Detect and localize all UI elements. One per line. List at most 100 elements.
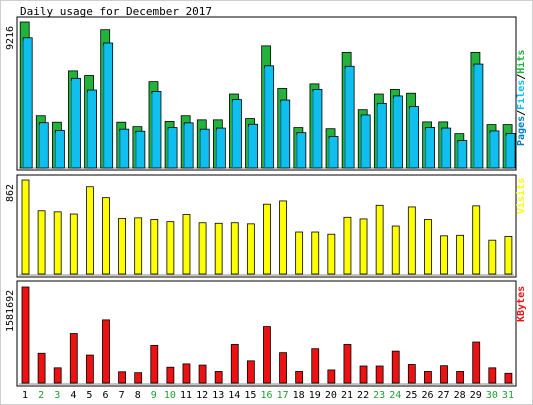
files-bar-day-12 <box>199 128 210 169</box>
day-label-23: 23 <box>373 390 385 401</box>
kbytes-bar-day-20 <box>327 369 336 384</box>
day-label-29: 29 <box>470 390 482 401</box>
visits-bar-day-11 <box>182 214 191 275</box>
legend-part-1: Pages <box>516 116 527 146</box>
kbytes-bar-day-24 <box>391 350 400 384</box>
visits-bar-day-28 <box>456 234 465 275</box>
visits-bar-day-20 <box>327 233 336 275</box>
files-bar-day-17 <box>280 99 291 169</box>
kbytes-bar-day-2 <box>37 352 46 384</box>
visits-bar-day-3 <box>53 211 62 275</box>
files-bar-day-19 <box>312 89 323 169</box>
files-bar-day-22 <box>360 114 371 169</box>
kbytes-panel-legend: KBytes <box>516 286 527 322</box>
files-bar-day-23 <box>376 102 387 169</box>
day-label-15: 15 <box>244 390 256 401</box>
kbytes-bar-day-13 <box>214 371 223 384</box>
kbytes-bar-day-31 <box>504 372 513 384</box>
files-bar-day-5 <box>87 89 97 169</box>
kbytes-bar-day-1 <box>21 286 30 384</box>
visits-bar-day-30 <box>488 239 497 275</box>
files-bar-day-24 <box>393 95 403 169</box>
visits-bar-day-14 <box>230 222 239 275</box>
visits-bar-day-1 <box>21 179 30 275</box>
kbytes-bar-day-18 <box>295 371 304 384</box>
day-label-4: 4 <box>70 390 76 401</box>
day-label-21: 21 <box>341 390 353 401</box>
day-label-11: 11 <box>180 390 192 401</box>
kbytes-bar-day-11 <box>182 363 191 384</box>
files-bar-day-18 <box>296 132 307 169</box>
files-bar-day-30 <box>489 130 500 169</box>
kbytes-bar-day-25 <box>407 364 416 384</box>
kbytes-bar-day-4 <box>69 333 78 384</box>
day-label-13: 13 <box>212 390 224 401</box>
files-bar-day-28 <box>457 140 468 169</box>
files-bar-day-2 <box>38 122 49 169</box>
visits-bar-day-24 <box>391 225 400 275</box>
files-bar-day-10 <box>167 127 178 169</box>
day-label-26: 26 <box>421 390 433 401</box>
files-bar-day-26 <box>425 127 436 169</box>
visits-bar-day-10 <box>166 221 175 275</box>
files-bar-day-11 <box>183 122 194 169</box>
visits-bar-day-6 <box>102 197 110 275</box>
kbytes-bar-day-5 <box>85 354 94 384</box>
day-label-25: 25 <box>405 390 417 401</box>
day-label-24: 24 <box>389 390 401 401</box>
day-label-22: 22 <box>357 390 369 401</box>
kbytes-bar-day-17 <box>279 352 287 384</box>
visits-bar-day-26 <box>424 219 432 275</box>
day-label-19: 19 <box>309 390 321 401</box>
legend-part-3: Files <box>515 80 527 110</box>
files-bar-day-27 <box>441 127 452 169</box>
day-label-20: 20 <box>325 390 337 401</box>
files-bar-day-21 <box>344 65 355 169</box>
kbytes-bar-day-22 <box>359 365 368 384</box>
files-bar-day-31 <box>505 133 516 169</box>
visits-bar-day-5 <box>85 186 94 275</box>
visits-bar-day-25 <box>407 206 416 275</box>
kbytes-bar-day-29 <box>472 341 481 384</box>
day-label-6: 6 <box>103 390 109 401</box>
visits-bar-day-13 <box>214 222 223 275</box>
day-label-31: 31 <box>502 390 514 401</box>
day-label-7: 7 <box>119 390 125 401</box>
day-label-2: 2 <box>38 390 44 401</box>
files-bar-day-25 <box>409 106 419 169</box>
visits-bar-day-4 <box>69 213 78 275</box>
visits-bar-day-27 <box>440 235 448 275</box>
visits-panel-legend: Visits <box>515 178 527 214</box>
hits-panel-ymax: 9216 <box>5 26 16 50</box>
kbytes-bar-day-15 <box>246 360 255 384</box>
kbytes-bar-day-30 <box>488 367 497 384</box>
day-label-30: 30 <box>486 390 498 401</box>
kbytes-bar-day-12 <box>198 364 207 384</box>
visits-bar-day-2 <box>37 210 46 275</box>
kbytes-bar-day-19 <box>311 348 320 384</box>
day-label-27: 27 <box>438 390 450 401</box>
legend-part-2: / <box>516 110 527 116</box>
files-bar-day-1 <box>22 37 33 169</box>
files-bar-day-29 <box>473 63 484 169</box>
kbytes-bar-day-21 <box>343 344 352 384</box>
visits-bar-day-19 <box>311 231 320 275</box>
files-bar-day-16 <box>264 65 275 169</box>
kbytes-bar-day-27 <box>440 365 448 384</box>
visits-bar-day-23 <box>375 204 384 275</box>
visits-bar-day-8 <box>134 217 143 275</box>
day-label-5: 5 <box>86 390 92 401</box>
files-bar-day-6 <box>103 42 114 169</box>
day-label-12: 12 <box>196 390 208 401</box>
kbytes-bar-day-14 <box>230 344 239 384</box>
files-bar-day-15 <box>248 123 258 169</box>
visits-bar-day-16 <box>263 203 271 275</box>
visits-bar-day-29 <box>472 205 481 275</box>
visits-bar-day-7 <box>118 217 126 275</box>
files-bar-day-4 <box>71 77 81 169</box>
day-label-16: 16 <box>260 390 272 401</box>
visits-bar-day-21 <box>343 216 352 275</box>
kbytes-bar-day-7 <box>118 371 126 384</box>
